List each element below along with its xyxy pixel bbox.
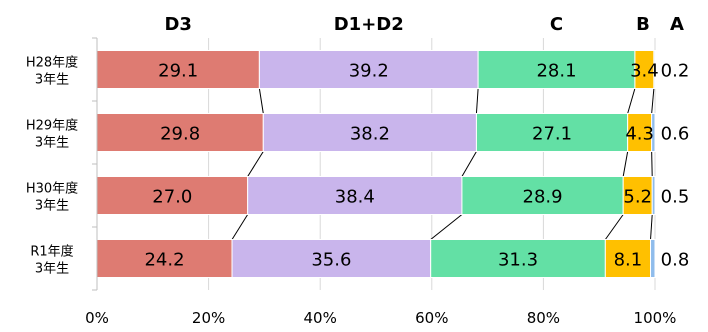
y-category-label: H29年度 xyxy=(26,118,78,134)
legend-label-B: B xyxy=(636,14,650,35)
x-tick-label: 0% xyxy=(85,309,109,327)
connector-line xyxy=(231,214,249,240)
bar-segment-D3-3 xyxy=(96,239,233,278)
connector-line xyxy=(651,88,655,114)
y-category-label: 3年生 xyxy=(35,262,69,277)
data-label-D3: 24.2 xyxy=(144,250,184,271)
data-label-D1D2: 35.6 xyxy=(311,250,351,271)
bar-segment-D1D2-3 xyxy=(231,239,432,278)
data-label-B: 5.2 xyxy=(623,187,652,208)
legend-label-D1D2: D1+D2 xyxy=(334,14,404,35)
data-label-D3: 29.1 xyxy=(158,61,198,82)
x-tick-label: 80% xyxy=(527,309,560,327)
data-label-B: 3.4 xyxy=(630,61,659,82)
data-label-D1D2: 39.2 xyxy=(349,61,389,82)
y-category-label: R1年度 xyxy=(30,244,73,260)
connector-line xyxy=(461,151,477,177)
connector-line xyxy=(622,151,629,177)
bar-segment-A-1 xyxy=(651,113,656,152)
chart-labels: H28年度 3年生 29.1 39.2 28.1 3.4 0.2 H29年度 3年生 29.8 38… xyxy=(26,55,689,277)
x-tick-label: 60% xyxy=(415,309,448,327)
connector-line xyxy=(650,214,653,240)
data-label-D1D2: 38.4 xyxy=(335,187,375,208)
connector-line xyxy=(604,214,624,240)
data-label-A: 0.2 xyxy=(661,61,690,82)
bar-segment-B-3 xyxy=(604,239,652,278)
connector-line xyxy=(430,214,463,240)
y-category-label: H28年度 xyxy=(26,55,78,71)
legend-label-D3: D3 xyxy=(164,14,191,35)
chart-bars xyxy=(96,50,656,278)
data-label-A: 0.5 xyxy=(661,187,690,208)
x-tick-label: 20% xyxy=(192,309,225,327)
data-label-A: 0.8 xyxy=(661,250,690,271)
bar-segment-D1D2-2 xyxy=(247,176,463,215)
y-category-label: H30年度 xyxy=(26,181,78,197)
chart-axes: 0% 20% 40% 60% 80% 100% xyxy=(85,37,677,327)
bar-segment-C-2 xyxy=(461,176,624,215)
bar-segment-A-0 xyxy=(653,50,656,89)
bar-segment-C-3 xyxy=(430,239,606,278)
bar-segment-D3-1 xyxy=(96,113,264,152)
bar-segment-D1D2-0 xyxy=(258,50,479,89)
bar-segment-A-3 xyxy=(650,239,656,278)
bar-segment-C-0 xyxy=(477,50,636,89)
data-label-B: 8.1 xyxy=(614,250,643,271)
connector-line xyxy=(475,88,479,114)
y-category-label: 3年生 xyxy=(35,199,69,214)
connector-line xyxy=(627,88,636,114)
bar-segment-A-2 xyxy=(651,176,656,215)
data-label-D1D2: 38.2 xyxy=(350,124,390,145)
y-category-label: 3年生 xyxy=(35,136,69,151)
legend-label-A: A xyxy=(670,14,684,35)
chart-legend: D3 D1+D2 C B A xyxy=(164,14,684,35)
bar-segment-D3-2 xyxy=(96,176,249,215)
connector-line xyxy=(651,151,653,177)
data-label-B: 4.3 xyxy=(625,124,654,145)
x-tick-label: 40% xyxy=(304,309,337,327)
data-label-C: 28.1 xyxy=(536,61,576,82)
y-category-label: 3年生 xyxy=(35,73,69,88)
data-label-D3: 27.0 xyxy=(152,187,192,208)
chart-connector-lines xyxy=(231,88,655,240)
bar-segment-D3-0 xyxy=(96,50,260,89)
connector-line xyxy=(258,88,264,114)
x-tick-label: 100% xyxy=(634,309,677,327)
data-label-C: 31.3 xyxy=(498,250,538,271)
legend-label-C: C xyxy=(550,14,563,35)
data-label-D3: 29.8 xyxy=(160,124,200,145)
data-label-C: 27.1 xyxy=(532,124,572,145)
bar-segment-B-2 xyxy=(622,176,653,215)
connector-line xyxy=(247,151,264,177)
data-label-A: 0.6 xyxy=(661,124,690,145)
data-label-C: 28.9 xyxy=(523,187,563,208)
